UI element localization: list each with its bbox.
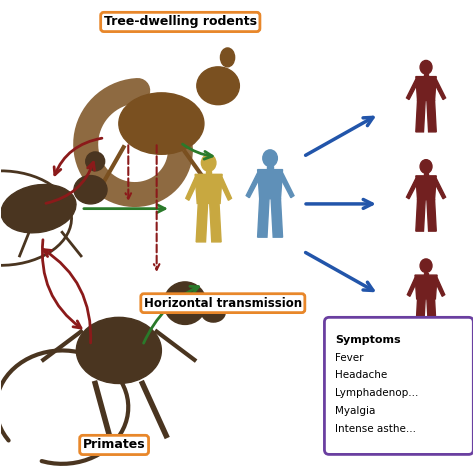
Ellipse shape (74, 175, 107, 204)
Text: Tree-dwelling rodents: Tree-dwelling rodents (104, 16, 257, 28)
Ellipse shape (86, 152, 105, 171)
Polygon shape (434, 79, 446, 100)
Polygon shape (246, 173, 261, 198)
Polygon shape (280, 173, 294, 198)
Text: Horizontal transmission: Horizontal transmission (144, 297, 302, 310)
Polygon shape (257, 170, 283, 199)
Text: Fever: Fever (335, 353, 364, 363)
Ellipse shape (119, 93, 204, 155)
Polygon shape (186, 177, 198, 201)
Polygon shape (196, 203, 208, 242)
Polygon shape (424, 74, 428, 77)
Text: Myalgia: Myalgia (335, 406, 375, 416)
Polygon shape (416, 176, 436, 200)
Polygon shape (424, 173, 428, 176)
Polygon shape (416, 299, 425, 330)
FancyBboxPatch shape (324, 318, 474, 455)
Ellipse shape (76, 318, 161, 383)
Polygon shape (427, 200, 436, 231)
Text: Headache: Headache (335, 371, 387, 381)
Polygon shape (271, 199, 283, 237)
Polygon shape (206, 171, 211, 174)
Polygon shape (407, 178, 419, 199)
Ellipse shape (420, 160, 432, 173)
Polygon shape (267, 166, 273, 170)
Polygon shape (434, 178, 446, 199)
Polygon shape (257, 199, 269, 237)
Text: Lymphadenop...: Lymphadenop... (335, 388, 418, 399)
Ellipse shape (1, 184, 76, 233)
Ellipse shape (220, 48, 235, 67)
Polygon shape (415, 275, 437, 299)
Polygon shape (427, 100, 436, 132)
Polygon shape (416, 200, 425, 231)
Polygon shape (424, 273, 428, 275)
Polygon shape (219, 177, 231, 201)
Ellipse shape (420, 259, 432, 273)
Polygon shape (210, 203, 221, 242)
Ellipse shape (263, 150, 277, 166)
Ellipse shape (420, 60, 432, 74)
Text: Intense asthe...: Intense asthe... (335, 424, 416, 434)
Polygon shape (416, 100, 425, 132)
Ellipse shape (201, 303, 225, 322)
Polygon shape (435, 278, 445, 296)
Polygon shape (407, 278, 418, 296)
Text: Symptoms: Symptoms (335, 335, 401, 345)
Polygon shape (407, 79, 419, 100)
Polygon shape (416, 77, 436, 100)
Ellipse shape (197, 67, 239, 105)
Ellipse shape (164, 282, 206, 324)
Polygon shape (195, 174, 222, 203)
Ellipse shape (201, 155, 216, 171)
Text: Primates: Primates (83, 438, 146, 451)
Polygon shape (427, 299, 436, 330)
